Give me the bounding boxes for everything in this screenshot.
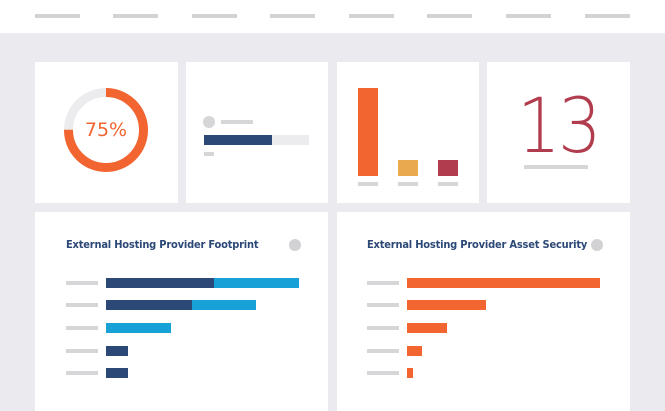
footprint-bar-segment-navy[interactable] (106, 368, 128, 378)
asset-security-bar[interactable] (407, 346, 422, 356)
nav-item-2[interactable] (113, 14, 158, 18)
asset-security-bar[interactable] (407, 323, 447, 333)
info-dot-icon[interactable] (591, 239, 603, 251)
avatar-placeholder-icon (203, 116, 215, 128)
progress-caption-placeholder (204, 152, 214, 156)
footprint-row-label (66, 281, 98, 285)
footprint-chart-title: External Hosting Provider Footprint (66, 238, 259, 251)
asset-security-row-label (367, 281, 399, 285)
asset-security-chart-card (337, 212, 630, 411)
footprint-bar-segment-navy[interactable] (106, 346, 128, 356)
top-nav (0, 0, 665, 33)
footprint-bar-segment-navy[interactable] (106, 300, 192, 310)
nav-item-4[interactable] (270, 14, 315, 18)
asset-security-row-label (367, 371, 399, 375)
asset-security-bar[interactable] (407, 368, 413, 378)
progress-card[interactable] (186, 62, 328, 203)
mini-bar-label-3 (438, 182, 458, 186)
mini-bar-label-2 (398, 182, 418, 186)
nav-item-3[interactable] (192, 14, 237, 18)
footprint-bar-segment-sky[interactable] (106, 323, 171, 333)
donut-card[interactable] (35, 62, 178, 203)
footprint-bar-segment-sky[interactable] (192, 300, 256, 310)
footprint-bar-segment-sky[interactable] (214, 278, 299, 288)
big-number-caption-placeholder (524, 165, 588, 169)
progress-track (204, 135, 309, 145)
nav-item-8[interactable] (585, 14, 630, 18)
asset-security-chart-title: External Hosting Provider Asset Security (367, 238, 588, 251)
footprint-row-label (66, 326, 98, 330)
nav-item-5[interactable] (349, 14, 394, 18)
mini-bar-2 (398, 160, 418, 176)
asset-security-row-label (367, 303, 399, 307)
nav-item-1[interactable] (35, 14, 80, 18)
footprint-row-label (66, 303, 98, 307)
footprint-chart-card (35, 212, 328, 411)
progress-fill (204, 135, 272, 145)
info-dot-icon[interactable] (289, 239, 301, 251)
footprint-row-label (66, 349, 98, 353)
mini-bar-1 (358, 88, 378, 176)
donut-chart (64, 88, 148, 172)
asset-security-bar[interactable] (407, 300, 486, 310)
footprint-bar-segment-navy[interactable] (106, 278, 214, 288)
asset-security-bar[interactable] (407, 278, 600, 288)
asset-security-row-label (367, 326, 399, 330)
nav-item-7[interactable] (506, 14, 551, 18)
nav-item-6[interactable] (427, 14, 472, 18)
asset-security-row-label (367, 349, 399, 353)
mini-bar-3 (438, 160, 458, 176)
footprint-row-label (66, 371, 98, 375)
mini-bar-label-1 (358, 182, 378, 186)
big-number-card[interactable] (487, 62, 630, 203)
donut-percent-label: 75% (84, 119, 128, 141)
big-number-value: 13 (517, 80, 601, 170)
progress-label-placeholder (221, 120, 253, 124)
